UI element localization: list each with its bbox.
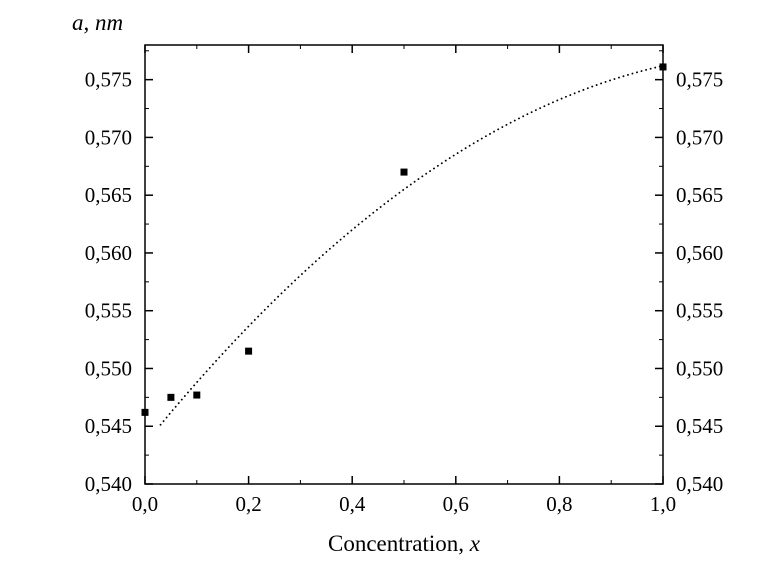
data-point <box>400 168 408 176</box>
y-axis-title: a, nm <box>72 10 124 35</box>
trend-curve <box>159 64 664 426</box>
data-point <box>141 408 149 416</box>
data-point <box>659 63 667 71</box>
x-tick-label: 0,8 <box>546 492 572 516</box>
data-point <box>167 393 175 401</box>
y-tick-label-left: 0,560 <box>85 241 132 265</box>
y-tick-label-left: 0,550 <box>85 356 132 380</box>
y-tick-label-right: 0,550 <box>676 356 723 380</box>
data-point <box>193 391 201 399</box>
x-tick-label: 0,0 <box>132 492 158 516</box>
y-tick-label-right: 0,570 <box>676 125 723 149</box>
data-points <box>141 63 667 416</box>
x-tick-label: 1,0 <box>650 492 676 516</box>
y-tick-label-left: 0,540 <box>85 472 132 496</box>
y-tick-label-right: 0,565 <box>676 183 723 207</box>
x-axis-title: Concentration, x <box>145 531 663 557</box>
y-tick-label-right: 0,560 <box>676 241 723 265</box>
x-tick-label: 0,2 <box>235 492 261 516</box>
y-tick-label-right: 0,545 <box>676 414 723 438</box>
y-tick-label-right: 0,575 <box>676 68 723 92</box>
y-tick-label-right: 0,540 <box>676 472 723 496</box>
y-tick-label-right: 0,555 <box>676 299 723 323</box>
y-tick-label-left: 0,555 <box>85 299 132 323</box>
x-axis-title-variable: x <box>469 531 480 556</box>
y-tick-label-left: 0,575 <box>85 68 132 92</box>
y-tick-label-left: 0,545 <box>85 414 132 438</box>
axis-frame <box>144 44 664 485</box>
data-point <box>245 347 253 355</box>
x-tick-label: 0,6 <box>443 492 469 516</box>
y-tick-label-left: 0,570 <box>85 125 132 149</box>
y-tick-label-left: 0,565 <box>85 183 132 207</box>
x-tick-label: 0,4 <box>339 492 366 516</box>
x-axis-title-text: Concentration, <box>327 531 470 556</box>
